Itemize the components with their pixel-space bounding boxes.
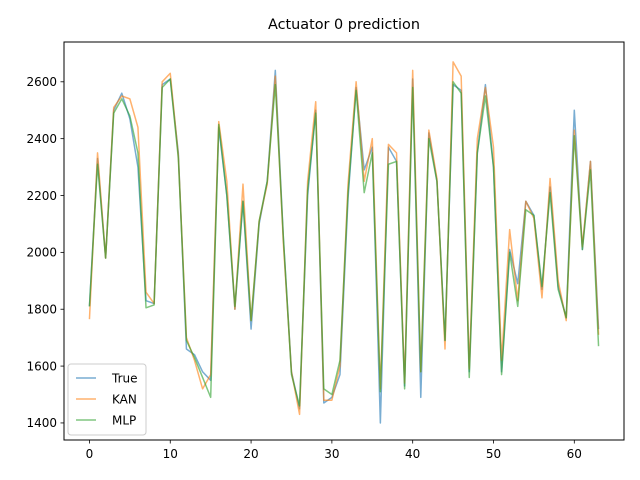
legend-label-true: True [111, 371, 138, 385]
x-tick-label: 10 [163, 447, 178, 461]
x-tick-label: 60 [567, 447, 582, 461]
plot-frame [63, 41, 625, 441]
y-tick-label: 2000 [26, 246, 57, 260]
y-tick-label: 1800 [26, 303, 57, 317]
legend-label-kan: KAN [112, 392, 137, 406]
x-tick-label: 20 [243, 447, 258, 461]
legend-box [67, 363, 147, 436]
y-tick-label: 2600 [26, 75, 57, 89]
legend: True KAN MLP [67, 363, 147, 436]
plot-lines [88, 61, 600, 424]
y-tick-label: 1400 [26, 416, 57, 430]
y-tick-label: 2400 [26, 132, 57, 146]
x-tick-label: 0 [86, 447, 94, 461]
x-tick-label: 40 [405, 447, 420, 461]
x-tick-label: 30 [324, 447, 339, 461]
y-tick-label: 2200 [26, 189, 57, 203]
y-axis-ticks: 1400 1600 1800 2000 2200 2400 2600 [26, 75, 64, 430]
y-tick-label: 1600 [26, 359, 57, 373]
legend-label-mlp: MLP [112, 413, 136, 427]
x-tick-label: 50 [486, 447, 501, 461]
series-line-mlp [88, 78, 600, 407]
chart-title: Actuator 0 prediction [268, 17, 420, 33]
x-axis-ticks: 0 10 20 30 40 50 60 [86, 440, 582, 461]
